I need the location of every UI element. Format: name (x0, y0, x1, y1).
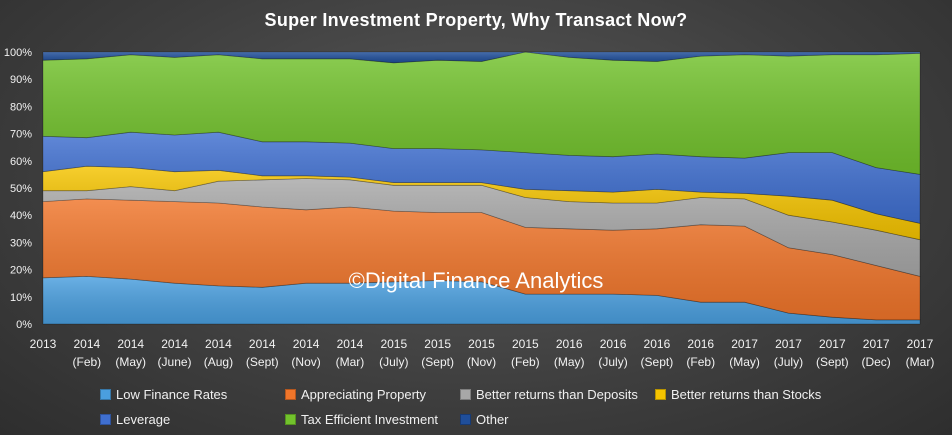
x-tick-year: 2015 (380, 337, 407, 351)
legend-label: Better returns than Stocks (671, 387, 822, 402)
x-tick-month: (Mar) (336, 355, 365, 369)
x-tick-month: (Sept) (421, 355, 454, 369)
x-tick-year: 2015 (512, 337, 539, 351)
legend-item: Appreciating Property (285, 387, 460, 402)
x-tick-year: 2017 (731, 337, 758, 351)
y-tick-label: 10% (10, 292, 32, 304)
y-tick-label: 20% (10, 265, 32, 277)
x-tick-month: (June) (158, 355, 192, 369)
area-shade-other (43, 52, 920, 63)
legend-label: Other (476, 412, 509, 427)
x-tick-year: 2016 (556, 337, 583, 351)
chart-svg: 0%10%20%30%40%50%60%70%80%90%100% 2013 20… (4, 47, 935, 369)
area-shade-better-returns-than-stocks (43, 166, 920, 240)
y-axis: 0% 10% 20% 30% 40% 50% 60% 70% 80% 90% 100% (4, 47, 32, 331)
legend-label: Leverage (116, 412, 171, 427)
x-tick-year: 2016 (687, 337, 714, 351)
x-tick-month: (Feb) (686, 355, 715, 369)
x-tick-year: 2014 (117, 337, 144, 351)
legend-row: Low Finance Rates Appreciating Property Be… (100, 382, 900, 407)
x-tick-year: 2017 (863, 337, 890, 351)
x-tick-month: (May) (115, 355, 146, 369)
y-tick-label: 40% (10, 210, 32, 222)
x-tick-month: (Feb) (511, 355, 540, 369)
x-tick-month: (Aug) (204, 355, 233, 369)
legend-item: Low Finance Rates (100, 387, 285, 402)
x-tick-month: (May) (729, 355, 760, 369)
x-tick-year: 2013 (30, 337, 57, 351)
legend-label: Better returns than Deposits (476, 387, 638, 402)
x-tick-month: (May) (554, 355, 585, 369)
y-tick-label: 50% (10, 183, 32, 195)
legend-item: Other (460, 412, 655, 427)
y-tick-label: 0% (16, 319, 32, 331)
x-tick-year: 2014 (249, 337, 276, 351)
plot-areas (42, 51, 921, 325)
x-tick-year: 2014 (337, 337, 364, 351)
x-tick-month: (Sept) (816, 355, 849, 369)
x-tick-month: (Sept) (246, 355, 279, 369)
y-tick-label: 80% (10, 101, 32, 113)
legend-swatch (100, 389, 111, 400)
legend-swatch (460, 414, 471, 425)
legend-swatch (100, 414, 111, 425)
legend-row: Leverage Tax Efficient Investment Other (100, 407, 900, 432)
area-shade-leverage (43, 132, 920, 224)
legend: Low Finance Rates Appreciating Property Be… (100, 382, 900, 432)
x-tick-year: 2015 (468, 337, 495, 351)
watermark: ©Digital Finance Analytics (349, 268, 604, 293)
legend-label: Appreciating Property (301, 387, 427, 402)
legend-swatch (460, 389, 471, 400)
x-tick-month: (July) (774, 355, 803, 369)
legend-item: Better returns than Stocks (655, 387, 855, 402)
x-tick-month: (July) (598, 355, 627, 369)
legend-swatch (655, 389, 666, 400)
area-shade-tax-efficient-investment (43, 52, 920, 175)
area-shade-low-finance-rates (43, 276, 920, 324)
x-tick-year: 2017 (907, 337, 934, 351)
x-tick-year: 2014 (161, 337, 188, 351)
chart-title: Super Investment Property, Why Transact … (264, 10, 688, 30)
legend-item: Tax Efficient Investment (285, 412, 460, 427)
x-tick-month: (Feb) (73, 355, 102, 369)
x-tick-month: (Nov) (291, 355, 320, 369)
area-shade-better-returns-than-deposits (43, 178, 920, 277)
x-tick-month: (Dec) (861, 355, 890, 369)
y-tick-label: 70% (10, 129, 32, 141)
x-tick-year: 2014 (293, 337, 320, 351)
y-tick-label: 100% (4, 47, 32, 59)
legend-label: Low Finance Rates (116, 387, 228, 402)
x-tick-year: 2016 (644, 337, 671, 351)
legend-item: Leverage (100, 412, 285, 427)
legend-label: Tax Efficient Investment (301, 412, 439, 427)
x-tick-month: (Sept) (641, 355, 674, 369)
area-shade-appreciating-property (43, 198, 920, 320)
x-tick-year: 2014 (73, 337, 100, 351)
legend-swatch (285, 389, 296, 400)
x-tick-year: 2014 (205, 337, 232, 351)
x-axis: 2013 2014 (Feb) 2014 (May) 2014 (June) 2014 (Aug… (30, 337, 935, 369)
x-tick-year: 2015 (424, 337, 451, 351)
x-tick-year: 2016 (600, 337, 627, 351)
legend-item: Better returns than Deposits (460, 387, 655, 402)
y-tick-label: 90% (10, 74, 32, 86)
x-tick-month: (July) (379, 355, 408, 369)
x-tick-month: (Mar) (906, 355, 935, 369)
x-tick-month: (Nov) (467, 355, 496, 369)
y-tick-label: 30% (10, 237, 32, 249)
y-tick-label: 60% (10, 156, 32, 168)
x-tick-year: 2017 (819, 337, 846, 351)
x-tick-year: 2017 (775, 337, 802, 351)
legend-swatch (285, 414, 296, 425)
